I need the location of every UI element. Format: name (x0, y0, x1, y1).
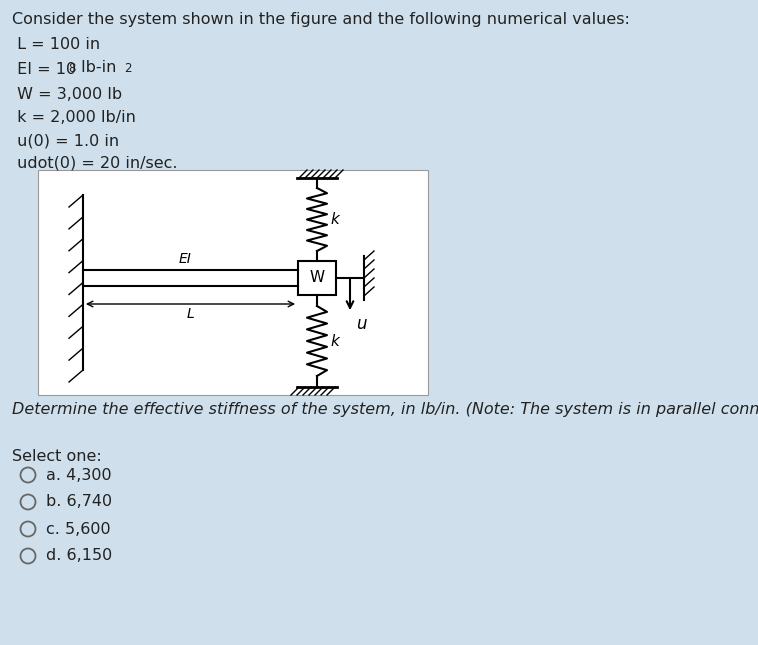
Text: 8: 8 (68, 62, 75, 75)
Text: W: W (309, 270, 324, 286)
Text: lb-in: lb-in (76, 60, 117, 75)
Text: d. 6,150: d. 6,150 (46, 548, 112, 564)
Text: Consider the system shown in the figure and the following numerical values:: Consider the system shown in the figure … (12, 12, 630, 27)
Text: k: k (330, 212, 339, 227)
Text: EI = 10: EI = 10 (12, 62, 76, 77)
Text: EI: EI (179, 252, 192, 266)
Text: k = 2,000 lb/in: k = 2,000 lb/in (12, 110, 136, 125)
Text: b. 6,740: b. 6,740 (46, 495, 112, 510)
Bar (298, 261, 336, 295)
Text: u: u (356, 315, 367, 333)
Text: W = 3,000 lb: W = 3,000 lb (12, 87, 122, 102)
Bar (38, 170, 428, 395)
Text: u(0) = 1.0 in: u(0) = 1.0 in (12, 133, 119, 148)
Text: a. 4,300: a. 4,300 (46, 468, 111, 482)
Text: k: k (330, 333, 339, 348)
Text: Determine the effective stiffness of the system, in lb/in. (Note: The system is : Determine the effective stiffness of the… (12, 402, 758, 417)
Text: L: L (186, 307, 194, 321)
Text: udot(0) = 20 in/sec.: udot(0) = 20 in/sec. (12, 156, 177, 171)
Text: L = 100 in: L = 100 in (12, 37, 100, 52)
Text: c. 5,600: c. 5,600 (46, 522, 111, 537)
Text: 2: 2 (124, 62, 131, 75)
Text: Select one:: Select one: (12, 449, 102, 464)
